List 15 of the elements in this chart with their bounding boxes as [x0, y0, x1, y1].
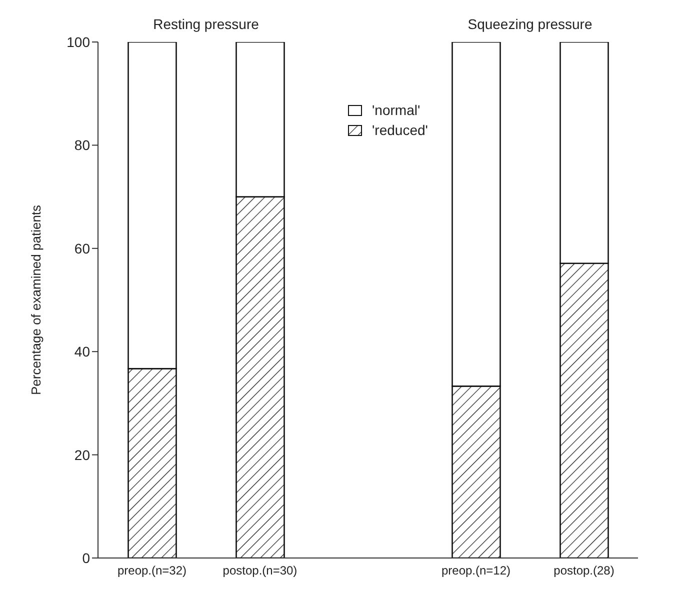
y-tick-label: 40 — [74, 344, 90, 360]
text: Resting pressure — [152, 16, 260, 32]
text: 'normal' — [372, 102, 420, 118]
y-tick-label: 100 — [66, 34, 90, 50]
y-tick-label: 0 — [82, 550, 90, 566]
y-tick-label: 60 — [74, 240, 90, 256]
y-tick-label: 80 — [74, 137, 90, 154]
x-tick-label: postop.(n=30) — [222, 564, 298, 578]
y-tick-label: 20 — [74, 446, 90, 463]
x-tick-label: preop.(n=12) — [441, 564, 511, 578]
x-tick-label: postop.(28) — [554, 564, 614, 578]
legend-label: 'reduced' — [372, 122, 428, 138]
text: Squeezing pressure — [466, 16, 594, 32]
x-tick-label: preop.(n=32) — [117, 564, 187, 578]
y-axis-title: Percentage of examined patients — [28, 204, 44, 396]
